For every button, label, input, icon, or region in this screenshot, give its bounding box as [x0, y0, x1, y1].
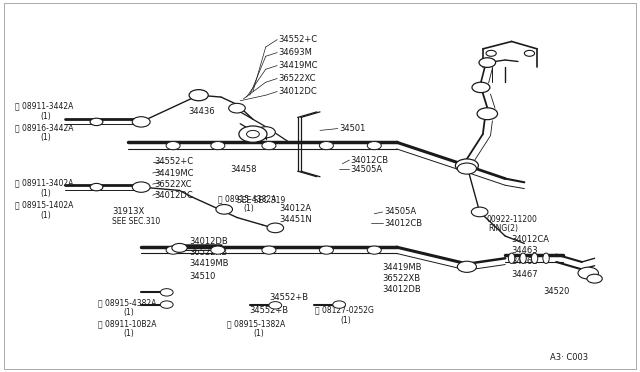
Text: 34012CB: 34012CB	[351, 155, 388, 164]
Text: Ⓜ 08915-1382A: Ⓜ 08915-1382A	[227, 320, 285, 328]
Text: Ⓜ 08916-3442A: Ⓜ 08916-3442A	[15, 123, 73, 132]
Text: 34463: 34463	[511, 246, 538, 255]
Circle shape	[319, 141, 333, 150]
Circle shape	[262, 141, 276, 150]
Text: 34520: 34520	[543, 287, 570, 296]
Text: 34552+C: 34552+C	[154, 157, 193, 166]
Ellipse shape	[520, 253, 526, 263]
Circle shape	[90, 118, 103, 126]
Circle shape	[477, 108, 497, 120]
Text: (1): (1)	[340, 316, 351, 325]
Circle shape	[239, 126, 267, 142]
Text: 34012DB: 34012DB	[383, 285, 421, 294]
Text: 34419MC: 34419MC	[154, 169, 193, 177]
Text: 34693M: 34693M	[278, 48, 312, 57]
Circle shape	[256, 127, 275, 138]
Circle shape	[367, 141, 381, 150]
Text: 34505A: 34505A	[351, 165, 383, 174]
Circle shape	[333, 301, 346, 308]
Text: 34467: 34467	[511, 270, 538, 279]
Text: RING(2): RING(2)	[488, 224, 518, 233]
Text: 36522XB: 36522XB	[383, 274, 420, 283]
Circle shape	[172, 243, 187, 252]
Ellipse shape	[531, 253, 538, 263]
Text: (1): (1)	[124, 329, 134, 339]
Ellipse shape	[543, 253, 549, 263]
Text: 34419MB: 34419MB	[383, 263, 422, 272]
Text: 34012CA: 34012CA	[511, 235, 550, 244]
Circle shape	[319, 246, 333, 254]
Circle shape	[458, 163, 476, 174]
Circle shape	[367, 246, 381, 254]
Circle shape	[472, 82, 490, 93]
Text: 00922-11200: 00922-11200	[486, 215, 537, 224]
Circle shape	[269, 302, 282, 309]
Circle shape	[166, 141, 180, 150]
Circle shape	[132, 117, 150, 127]
Text: Ⓜ 08915-4382A: Ⓜ 08915-4382A	[98, 298, 156, 307]
Circle shape	[228, 103, 245, 113]
Text: 34552+B: 34552+B	[269, 293, 308, 302]
Text: Ⓝ 08911-3442A: Ⓝ 08911-3442A	[15, 102, 73, 111]
Circle shape	[189, 90, 208, 101]
Circle shape	[458, 261, 476, 272]
Text: 34462: 34462	[511, 257, 538, 266]
Circle shape	[161, 301, 173, 308]
Text: SEE SEC.310: SEE SEC.310	[113, 217, 161, 226]
Circle shape	[587, 274, 602, 283]
Circle shape	[166, 246, 180, 254]
Text: (1): (1)	[243, 205, 254, 214]
Text: 34012DC: 34012DC	[278, 87, 317, 96]
Circle shape	[211, 246, 225, 254]
Circle shape	[267, 223, 284, 233]
Text: A3· C003: A3· C003	[550, 353, 588, 362]
Text: 34436: 34436	[189, 108, 215, 116]
Circle shape	[161, 289, 173, 296]
Text: Ⓝ 08911-3402A: Ⓝ 08911-3402A	[15, 179, 73, 187]
Text: 34012CB: 34012CB	[384, 219, 422, 228]
Text: Ⓜ 08915-1402A: Ⓜ 08915-1402A	[15, 201, 73, 210]
Text: 34012A: 34012A	[279, 204, 311, 213]
Circle shape	[216, 205, 232, 214]
Text: 34451N: 34451N	[279, 215, 312, 224]
Text: 34419MC: 34419MC	[278, 61, 318, 70]
Text: 36522XC: 36522XC	[154, 180, 191, 189]
Circle shape	[524, 50, 534, 56]
Text: 34510: 34510	[189, 272, 216, 281]
Text: 34505A: 34505A	[384, 208, 416, 217]
Text: (1): (1)	[253, 329, 264, 339]
Text: 36522XB: 36522XB	[189, 248, 227, 257]
Text: Ⓑ 08127-0252G: Ⓑ 08127-0252G	[315, 306, 374, 315]
Circle shape	[90, 183, 103, 191]
Text: 34552+B: 34552+B	[250, 306, 289, 315]
Text: Ⓜ 08915-4382A: Ⓜ 08915-4382A	[218, 195, 276, 203]
Text: 34419MB: 34419MB	[189, 259, 228, 268]
Circle shape	[456, 159, 478, 172]
Text: 34012DB: 34012DB	[189, 237, 228, 246]
Text: 34458: 34458	[230, 165, 257, 174]
Circle shape	[486, 50, 496, 56]
Text: (1): (1)	[40, 211, 51, 220]
Text: Ⓝ 08911-10B2A: Ⓝ 08911-10B2A	[98, 320, 156, 328]
Circle shape	[246, 131, 259, 138]
Text: (1): (1)	[40, 133, 51, 142]
Circle shape	[262, 246, 276, 254]
Text: (1): (1)	[40, 112, 51, 121]
Circle shape	[578, 267, 598, 279]
Text: 34501: 34501	[339, 124, 365, 133]
Text: (1): (1)	[40, 189, 51, 198]
Text: 34552+C: 34552+C	[278, 35, 317, 44]
Ellipse shape	[508, 253, 515, 263]
Text: SEE SEC.319: SEE SEC.319	[237, 196, 285, 205]
Circle shape	[479, 58, 495, 67]
Circle shape	[132, 182, 150, 192]
Circle shape	[471, 207, 488, 217]
Circle shape	[211, 141, 225, 150]
Text: (1): (1)	[124, 308, 134, 317]
Text: 31913X: 31913X	[113, 208, 145, 217]
Text: 36522XC: 36522XC	[278, 74, 316, 83]
Text: 34012DC: 34012DC	[154, 191, 193, 200]
